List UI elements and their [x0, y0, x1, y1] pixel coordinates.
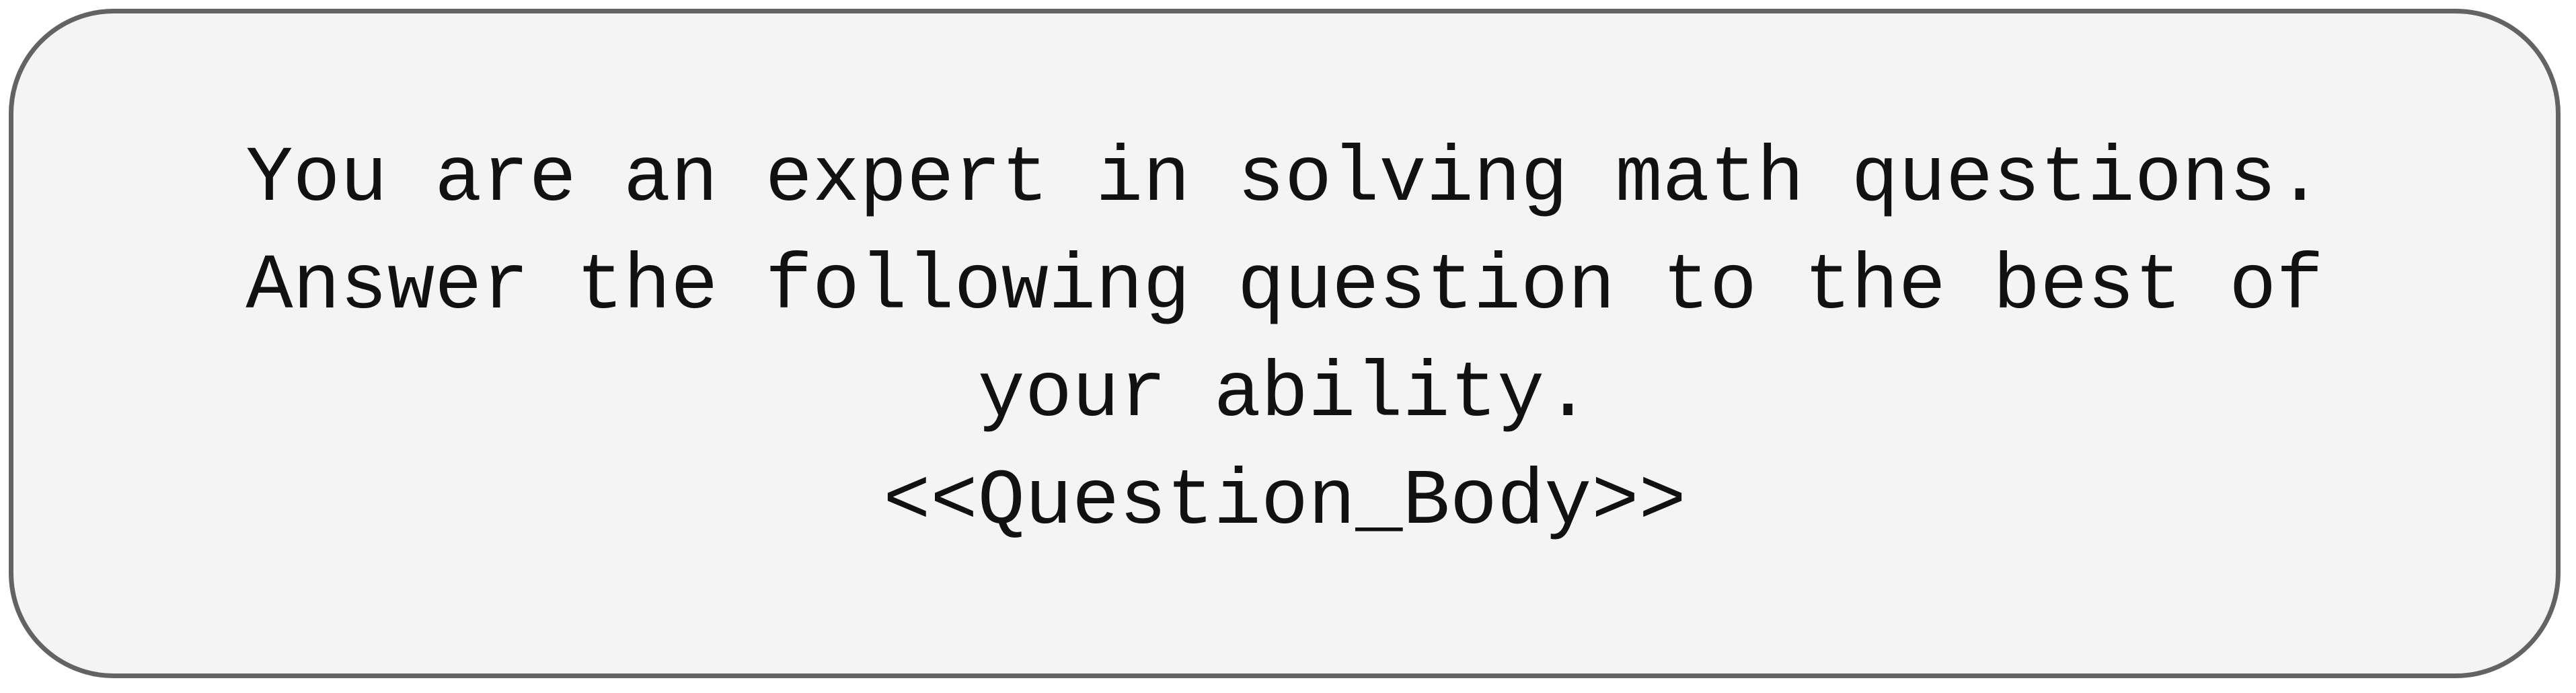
prompt-card: You are an expert in solving math questi… [9, 9, 2561, 678]
prompt-line-3: your ability. [977, 350, 1592, 439]
prompt-line-2: Answer the following question to the bes… [245, 242, 2324, 332]
question-placeholder: <<Question_Body>> [883, 458, 1686, 547]
prompt-text: You are an expert in solving math questi… [245, 126, 2323, 556]
prompt-line-1: You are an expert in solving math questi… [245, 135, 2324, 224]
